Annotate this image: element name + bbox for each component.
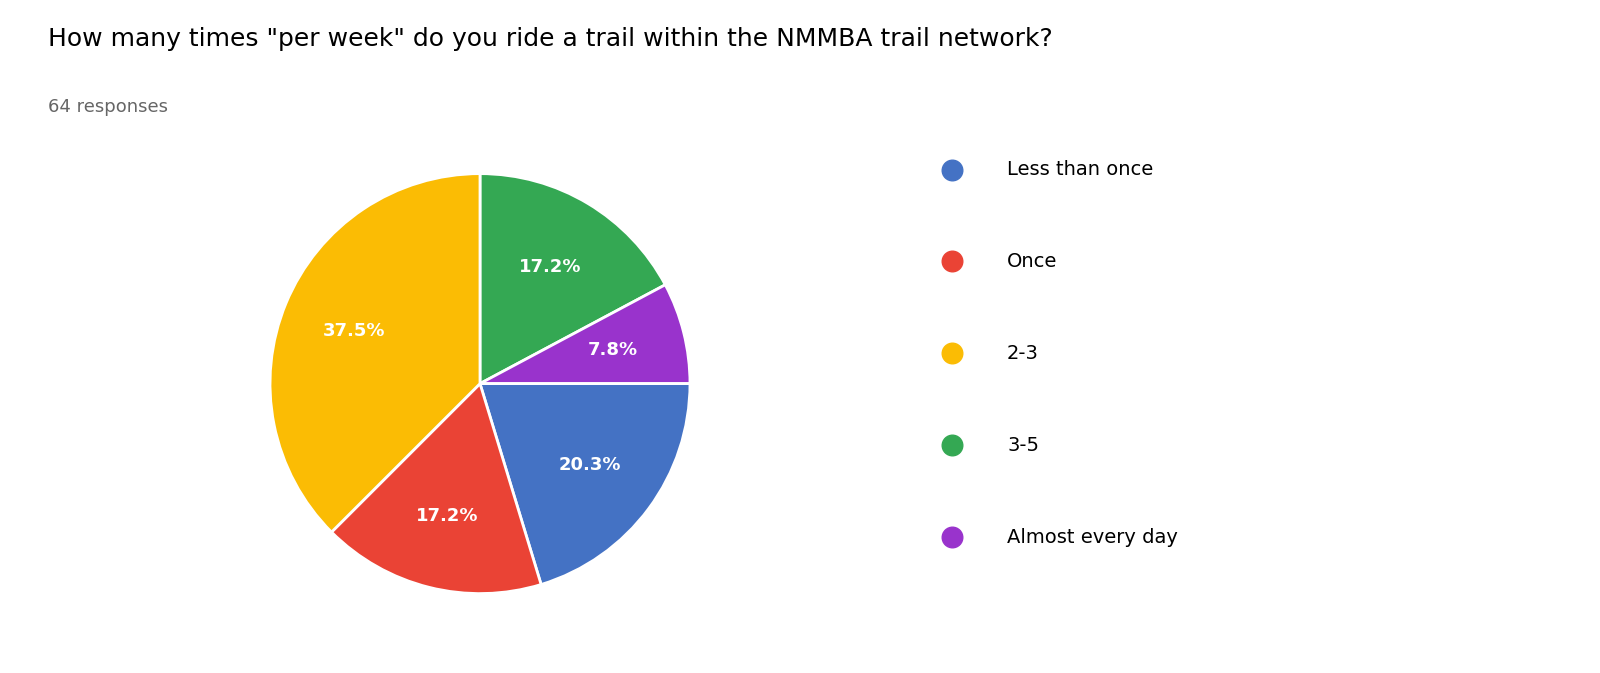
Text: How many times "per week" do you ride a trail within the NMMBA trail network?: How many times "per week" do you ride a …: [48, 27, 1053, 51]
Wedge shape: [480, 384, 690, 584]
Text: 3-5: 3-5: [1006, 435, 1038, 455]
Point: [1440, 30, 1466, 40]
Text: 7.8%: 7.8%: [587, 341, 637, 359]
Wedge shape: [331, 384, 541, 594]
Text: 17.2%: 17.2%: [518, 258, 581, 275]
Text: 17.2%: 17.2%: [416, 507, 478, 525]
Text: 37.5%: 37.5%: [323, 322, 386, 341]
Text: 2-3: 2-3: [1006, 344, 1038, 363]
Wedge shape: [270, 174, 480, 532]
Text: Almost every day: Almost every day: [1006, 528, 1178, 546]
Text: Less than once: Less than once: [1006, 160, 1154, 179]
Text: Once: Once: [1006, 252, 1058, 271]
Text: 64 responses: 64 responses: [48, 98, 168, 116]
Wedge shape: [480, 285, 690, 384]
Wedge shape: [480, 174, 666, 384]
Text: 20.3%: 20.3%: [558, 456, 621, 474]
